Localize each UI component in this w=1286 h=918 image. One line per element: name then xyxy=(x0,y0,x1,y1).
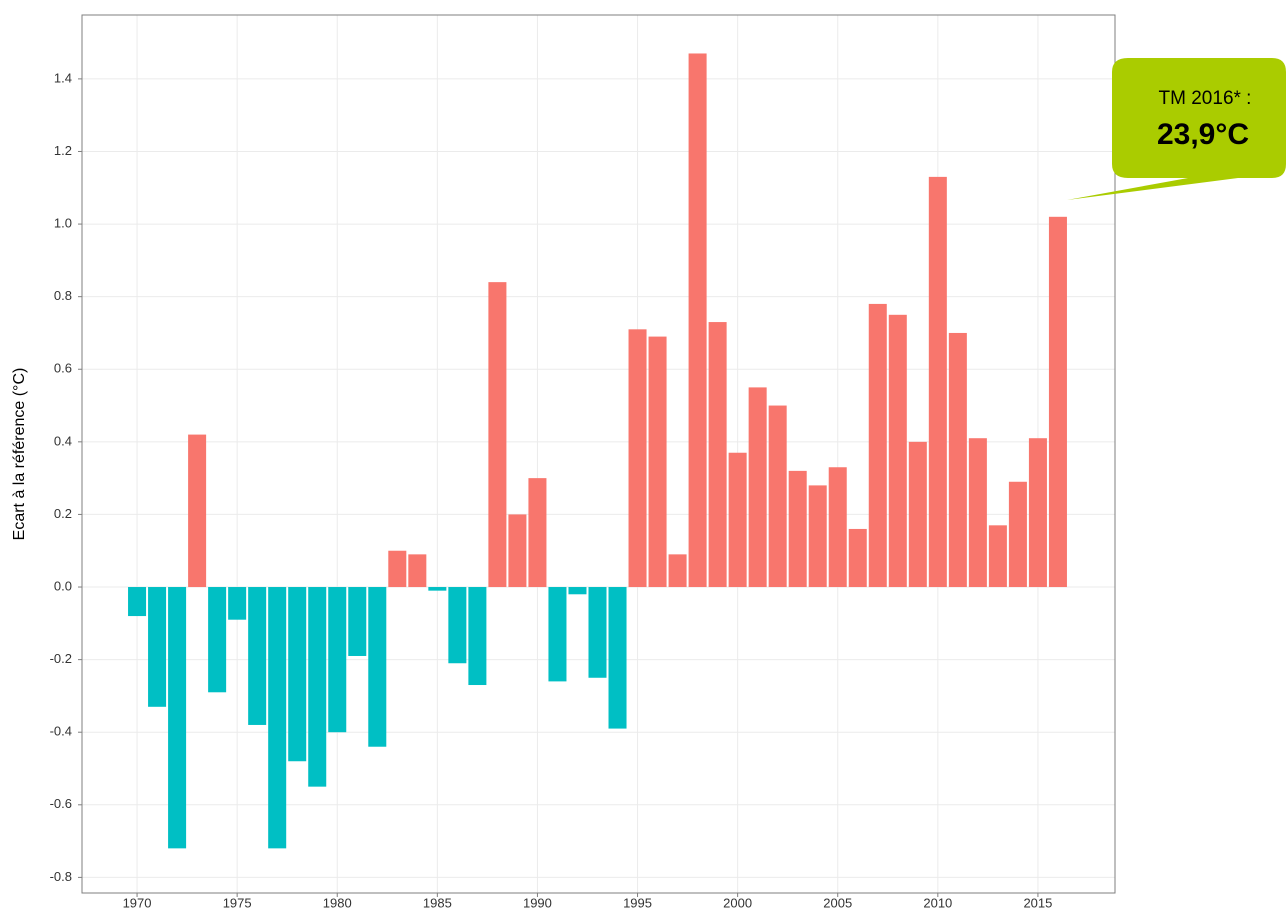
x-tick-label: 1995 xyxy=(623,895,652,910)
bar xyxy=(808,485,827,588)
bar xyxy=(148,587,167,707)
bar xyxy=(688,53,707,588)
bars xyxy=(128,53,1067,849)
bar xyxy=(708,322,727,588)
bar xyxy=(508,514,527,588)
bar xyxy=(548,587,567,682)
y-tick-label: -0.2 xyxy=(50,651,72,666)
x-tick-label: 2010 xyxy=(923,895,952,910)
bar xyxy=(1028,438,1047,588)
bar xyxy=(968,438,987,588)
y-axis-label: Ecart à la référence (°C) xyxy=(11,368,28,541)
callout: TM 2016* : 23,9°C xyxy=(1067,58,1286,200)
bar xyxy=(168,587,187,849)
callout-value: 23,9°C xyxy=(1157,118,1249,151)
x-tick-label: 1980 xyxy=(323,895,352,910)
y-tick-label: 1.4 xyxy=(54,70,72,85)
y-tick-label: 0.4 xyxy=(54,433,72,448)
x-tick-label: 2000 xyxy=(723,895,752,910)
bar xyxy=(348,587,367,656)
bar xyxy=(768,405,787,588)
y-tick-label: -0.6 xyxy=(50,796,72,811)
callout-box xyxy=(1067,58,1286,200)
bar xyxy=(328,587,347,733)
bar xyxy=(828,467,847,588)
y-tick-label: -0.8 xyxy=(50,869,72,884)
bar xyxy=(528,478,547,588)
bar xyxy=(788,470,807,588)
bar xyxy=(928,176,947,588)
callout-text: TM 2016* : xyxy=(1159,88,1252,109)
y-tick-label: 1.2 xyxy=(54,143,72,158)
bar xyxy=(568,587,587,595)
bar xyxy=(988,525,1007,588)
bar xyxy=(628,329,647,588)
panel-border xyxy=(81,14,1116,894)
bar xyxy=(908,441,927,588)
x-tick-label: 2005 xyxy=(823,895,852,910)
y-tick-label: 0.8 xyxy=(54,288,72,303)
bar xyxy=(608,587,627,729)
bar xyxy=(208,587,227,693)
bar xyxy=(368,587,387,747)
x-tick-label: 1975 xyxy=(223,895,252,910)
bar xyxy=(448,587,467,664)
x-tick-label: 1985 xyxy=(423,895,452,910)
bar xyxy=(488,282,507,588)
x-tick-label: 1990 xyxy=(523,895,552,910)
bar xyxy=(888,314,907,588)
bar xyxy=(868,303,887,588)
bar xyxy=(668,554,687,588)
bar xyxy=(188,434,207,588)
bar xyxy=(588,587,607,678)
bar xyxy=(468,587,487,686)
bar xyxy=(728,452,747,588)
bar xyxy=(1008,481,1027,588)
bar xyxy=(248,587,267,725)
bar xyxy=(128,587,147,617)
bar xyxy=(848,528,867,588)
x-tick-label: 2015 xyxy=(1023,895,1052,910)
bar xyxy=(408,554,427,588)
bar xyxy=(428,587,447,591)
axes: -0.8 -0.6 -0.4 -0.2 0.0 0.2 0.4 0.6 0.8 1.0 1.2 1.4… xyxy=(50,70,1053,910)
x-tick-label: 1970 xyxy=(123,895,152,910)
y-tick-label: 0.0 xyxy=(54,578,72,593)
bar xyxy=(1048,216,1067,588)
bar xyxy=(228,587,247,620)
bar xyxy=(268,587,287,849)
y-tick-label: 0.2 xyxy=(54,506,72,521)
bar xyxy=(748,387,767,588)
y-tick-label: -0.4 xyxy=(50,724,72,739)
y-tick-label: 0.6 xyxy=(54,361,72,376)
bar xyxy=(288,587,307,762)
bar xyxy=(648,336,667,588)
y-tick-label: 1.0 xyxy=(54,216,72,231)
bar xyxy=(388,550,407,588)
bar xyxy=(308,587,327,787)
bar xyxy=(948,332,967,588)
